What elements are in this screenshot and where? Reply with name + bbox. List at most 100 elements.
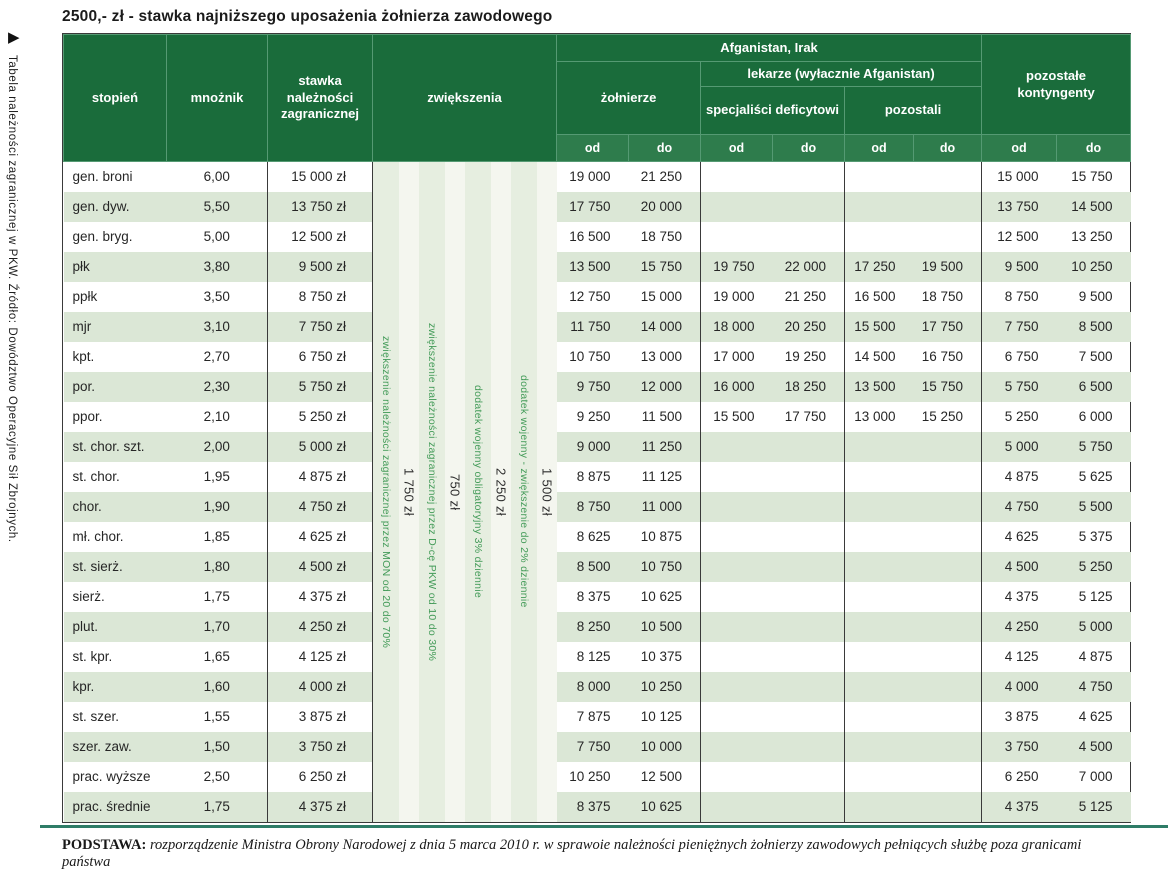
other-contingents-do-cell: 6 500: [1078, 379, 1113, 394]
others-empty-cell: [843, 521, 982, 552]
rank-cell: ppor.: [72, 409, 103, 424]
other-contingents-do-cell: 4 750: [1078, 679, 1113, 694]
others-empty-cell: [843, 191, 982, 222]
rank-cell: płk: [72, 259, 90, 274]
header-increases: zwiększenia: [372, 34, 557, 162]
soldiers-do-cell: 11 500: [641, 409, 682, 424]
rank-cell: prac. średnie: [72, 799, 151, 814]
other-contingents-od-cell: 5 750: [981, 371, 1057, 402]
other-contingents-od-cell: 3 875: [981, 701, 1057, 732]
other-contingents-do-cell: 14 500: [1071, 199, 1113, 214]
others-empty-cell: [843, 731, 982, 762]
rank-cell: st. szer.: [72, 709, 120, 724]
others-empty-cell: [843, 221, 982, 252]
other-contingents-od-cell: 4 125: [981, 641, 1057, 672]
other-contingents-od-cell: 9 500: [981, 251, 1057, 282]
increase-amount: 1 750 zł: [399, 162, 419, 822]
soldiers-od-cell: 10 750: [556, 341, 629, 372]
other-contingents-od-cell: 13 750: [981, 191, 1057, 222]
soldiers-od-cell: 8 875: [556, 461, 629, 492]
table-row: kpt. 2,70 6 750 zł 10 750 13 000 17 000 19 250…: [64, 341, 1131, 372]
rank-cell: sierż.: [72, 589, 105, 604]
others-empty-cell: [843, 551, 982, 582]
other-contingents-do-cell: 5 250: [1078, 559, 1113, 574]
other-contingents-do-cell: 15 750: [1071, 169, 1113, 185]
other-contingents-do-cell: 5 125: [1078, 589, 1113, 604]
table-row: por. 2,30 5 750 zł 9 750 12 000 16 000 18 250 1…: [63, 371, 1131, 402]
table-row: mjr 3,10 7 750 zł 11 750 14 000 18 000 20 250 1…: [63, 311, 1131, 342]
rate-cell: 4 500 zł: [267, 551, 373, 582]
specialists-do-cell: 20 250: [784, 319, 826, 334]
soldiers-do-cell: 10 625: [640, 589, 682, 604]
others-do-cell: 16 750: [921, 349, 964, 364]
sidebar-caption: Tabela należności zagranicznej w PKW. Źr…: [6, 55, 18, 543]
rate-cell: 12 500 zł: [267, 221, 373, 252]
header-rate: stawka należności zagranicznej: [267, 34, 373, 162]
specialists-od-cell: 15 500: [700, 401, 773, 432]
multiplier-cell: 5,00: [203, 229, 230, 244]
others-od-cell: 16 500: [844, 281, 914, 312]
rate-cell: 7 750 zł: [267, 311, 373, 342]
table-row: gen. bryg. 5,00 12 500 zł 16 500 18 750 12 50…: [64, 221, 1131, 252]
table-row: ppłk 3,50 8 750 zł 12 750 15 000 19 000 21 250…: [64, 281, 1131, 312]
specialists-do-cell: 19 250: [784, 349, 826, 364]
rank-cell: st. chor. szt.: [72, 439, 145, 454]
other-contingents-do-cell: 5 500: [1078, 499, 1113, 514]
multiplier-cell: 1,75: [203, 589, 230, 604]
other-contingents-do-cell: 9 500: [1078, 289, 1113, 304]
specialists-od-cell: 19 000: [700, 281, 773, 312]
specialists-empty-cell: [700, 701, 845, 732]
specialists-empty-cell: [700, 491, 845, 522]
others-empty-cell: [843, 461, 982, 492]
others-od-cell: 14 500: [844, 341, 914, 372]
increase-description: zwiększenie należności zagranicznej prze…: [373, 162, 399, 822]
soldiers-od-cell: 11 750: [556, 311, 629, 342]
other-contingents-do-cell: 7 500: [1078, 349, 1113, 364]
multiplier-cell: 1,65: [203, 649, 230, 664]
table-row: kpr. 1,60 4 000 zł 8 000 10 250 4 000 4 750: [63, 671, 1131, 702]
increases-cell: zwiększenie należności zagranicznej prze…: [372, 161, 557, 822]
soldiers-do-cell: 10 000: [640, 739, 682, 754]
table-row: płk 3,80 9 500 zł 13 500 15 750 19 750 22 000 1…: [63, 251, 1131, 282]
other-contingents-do-cell: 5 625: [1078, 469, 1113, 484]
increase-description: zwiększenie należności zagranicznej prze…: [419, 162, 445, 822]
header-specialists-od: od: [700, 134, 773, 162]
specialists-do-cell: 18 250: [784, 379, 826, 394]
table-row: plut. 1,70 4 250 zł 8 250 10 500 4 250 5 000: [63, 611, 1131, 642]
rate-cell: 13 750 zł: [267, 191, 373, 222]
specialists-empty-cell: [700, 551, 845, 582]
other-contingents-od-cell: 15 000: [981, 161, 1057, 192]
header-soldiers-do: do: [628, 134, 701, 162]
soldiers-do-cell: 11 250: [641, 439, 682, 454]
table-row: prac. średnie 1,75 4 375 zł 8 375 10 625 4 37…: [63, 791, 1131, 822]
table-row: szer. zaw. 1,50 3 750 zł 7 750 10 000 3 750 4 …: [63, 731, 1131, 762]
other-contingents-do-cell: 5 750: [1078, 439, 1113, 454]
multiplier-cell: 2,30: [203, 379, 230, 394]
soldiers-do-cell: 15 000: [640, 289, 682, 304]
soldiers-do-cell: 10 125: [640, 709, 682, 724]
soldiers-od-cell: 8 125: [556, 641, 629, 672]
rank-cell: st. chor.: [72, 469, 120, 484]
soldiers-od-cell: 8 750: [556, 491, 629, 522]
rate-cell: 4 375 zł: [267, 581, 373, 612]
table-row: ppor. 2,10 5 250 zł 9 250 11 500 15 500 17 750…: [64, 401, 1131, 432]
rank-cell: kpr.: [72, 679, 95, 694]
other-contingents-od-cell: 5 250: [981, 401, 1057, 432]
footnote-label: PODSTAWA:: [62, 836, 147, 853]
rank-cell: gen. dyw.: [72, 199, 130, 214]
soldiers-od-cell: 8 250: [556, 611, 629, 642]
rank-cell: gen. broni: [72, 169, 133, 185]
specialists-do-cell: 21 250: [784, 289, 826, 304]
table-row: gen. broni 6,00 15 000 zł zwiększenie należ…: [64, 161, 1131, 822]
rate-cell: 4 250 zł: [267, 611, 373, 642]
header-others-do: do: [912, 134, 983, 162]
table-row: st. chor. 1,95 4 875 zł 8 875 11 125 4 875 5 6…: [64, 461, 1131, 492]
specialists-empty-cell: [700, 461, 845, 492]
rank-cell: por.: [72, 379, 96, 394]
header-soldiers: żołnierze: [556, 61, 701, 135]
soldiers-od-cell: 8 625: [556, 521, 629, 552]
header-other-contingents-do: do: [1056, 134, 1132, 162]
other-contingents-do-cell: 10 250: [1071, 259, 1113, 274]
other-contingents-od-cell: 4 750: [981, 491, 1057, 522]
soldiers-do-cell: 12 000: [640, 379, 682, 394]
